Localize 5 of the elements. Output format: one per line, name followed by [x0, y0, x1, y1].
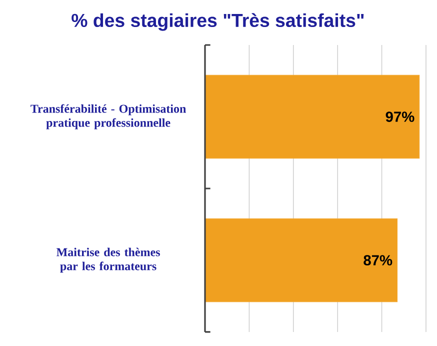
- y-tick-label: Maitrise des thèmes par les formateurs: [56, 248, 160, 273]
- data-label: 97%: [386, 112, 414, 122]
- data-label: 87%: [364, 255, 392, 266]
- chart-title: % des stagiaires "Très satisfaits": [72, 13, 364, 31]
- y-tick-label: Transférabilité - Optimisation pratique professionnelle: [30, 104, 186, 130]
